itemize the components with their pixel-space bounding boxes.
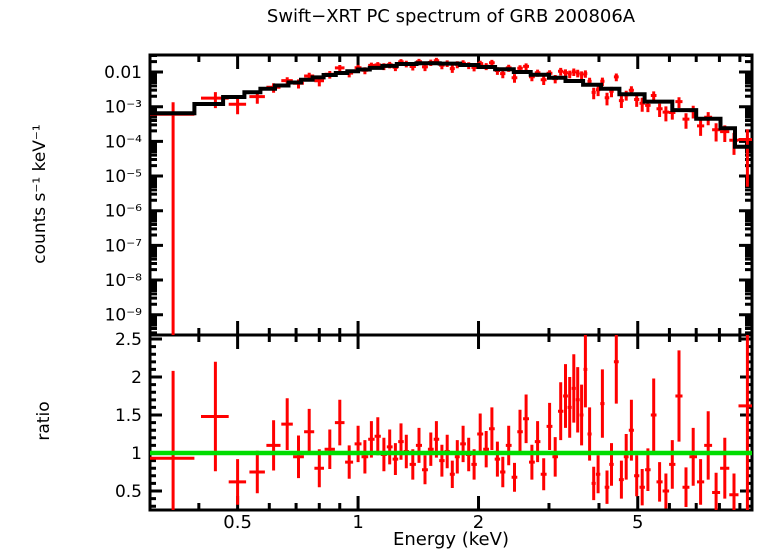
counts-tick-label: 10⁻⁴ [105,132,143,152]
panel-frames [148,53,754,512]
x-tick-label: 5 [632,512,643,533]
tick-marks [150,53,752,510]
counts-tick-label: 10⁻⁶ [105,202,143,222]
x-axis-title-energy: Energy (keV) [393,529,509,550]
axis-ticks [150,53,752,510]
counts-tick-label: 10⁻³ [105,98,142,118]
ratio-tick-label: 1 [131,444,142,464]
x-tick-label: 1 [352,512,363,533]
counts-tick-label: 10⁻⁸ [105,271,143,291]
counts-tick-label: 10⁻⁷ [105,236,143,256]
counts-tick-label: 0.01 [104,63,142,83]
spectrum-model [150,61,752,149]
ratio-tick-label: 0.5 [115,482,142,502]
x-tick-label: 2 [473,512,484,533]
x-tick-label: 0.5 [223,512,252,533]
model-histogram-line [150,61,752,149]
ratio-tick-label: 2.5 [115,330,142,350]
counts-tick-label: 10⁻⁵ [105,167,142,187]
tick-labels: 0.5 1 2 5 0.01 10⁻³ 10⁻⁴ 10⁻⁵ 10⁻⁶ 10⁻⁷ 10⁻⁸ 10⁻⁹ 2.… [104,63,643,533]
counts-tick-label: 10⁻⁹ [105,306,143,326]
ratio-data-points [150,335,752,510]
ratio-data-series [150,335,752,510]
chart-title: Swift−XRT PC spectrum of GRB 200806A [266,6,636,27]
ratio-tick-label: 2 [131,368,142,388]
ratio-tick-label: 1.5 [115,406,142,426]
